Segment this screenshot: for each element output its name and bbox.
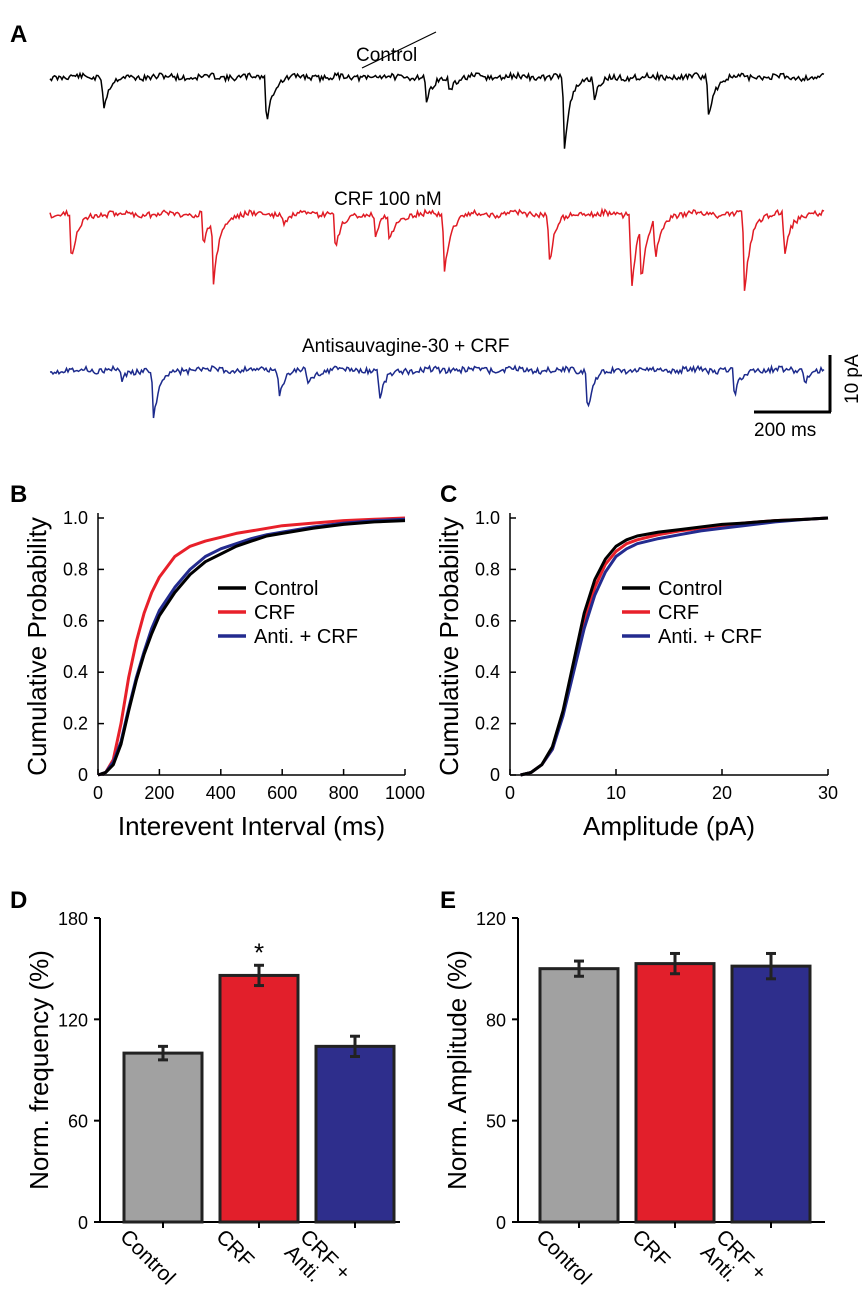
- scale-bar-x-label: 200 ms: [754, 420, 816, 441]
- bar-control: [538, 967, 620, 1224]
- y-tick-label: 0.8: [475, 559, 500, 579]
- series-line-control: [520, 516, 829, 777]
- series-line-anti-crf: [97, 517, 406, 777]
- bar-crf-anti: [730, 964, 812, 1224]
- panel-letter-b: B: [10, 481, 27, 508]
- y-tick-label: 0.4: [475, 662, 500, 682]
- y-tick-label: 0: [496, 1213, 506, 1233]
- x-tick-label: 800: [329, 783, 359, 803]
- y-tick-label: 1.0: [63, 508, 88, 528]
- x-category-label-line: CRF: [627, 1225, 674, 1272]
- y-axis-label: Cumulative Probability: [22, 517, 52, 776]
- y-tick-label: 120: [476, 909, 506, 929]
- legend-label: Anti. + CRF: [658, 626, 762, 648]
- x-axis-label: Amplitude (pA): [583, 811, 755, 841]
- x-axis-label: Interevent Interval (ms): [118, 811, 385, 841]
- trace-crf: [49, 207, 825, 291]
- chart-d-norm-frequency: 0 60 120 180 Norm. frequency (%) Control * CRF C…: [24, 909, 400, 1300]
- x-category-label: CRF +Anti.: [696, 1225, 771, 1300]
- y-axis-label: Norm. frequency (%): [24, 950, 54, 1190]
- y-tick-label: 0.4: [63, 662, 88, 682]
- chart-e-norm-amplitude: 0 50 80 120 Norm. Amplitude (%) Control CRF CRF…: [442, 909, 825, 1300]
- legend-label: Control: [254, 578, 318, 600]
- y-tick-label: 0: [78, 765, 88, 785]
- bar-crf: [634, 962, 716, 1224]
- y-tick-label: 1.0: [475, 508, 500, 528]
- legend-label: Anti. + CRF: [254, 626, 358, 648]
- panel-letter-c: C: [440, 481, 457, 508]
- x-category-label: Control: [115, 1225, 179, 1289]
- y-tick-label: 0: [78, 1213, 88, 1233]
- legend-label: CRF: [658, 602, 699, 624]
- x-category-label-line: Control: [531, 1225, 595, 1289]
- trace-label-crf: CRF 100 nM: [334, 189, 442, 210]
- panel-a: A Control CRF 100 nM Antisauvagine-30 + …: [10, 21, 863, 441]
- y-tick-label: 180: [58, 909, 88, 929]
- y-tick-label: 120: [58, 1010, 88, 1030]
- legend-label: Control: [658, 578, 722, 600]
- x-category-label-line: CRF: [211, 1225, 258, 1272]
- y-tick-label: 0.2: [475, 714, 500, 734]
- trace-label-anti: Antisauvagine-30 + CRF: [302, 336, 510, 357]
- bar-crf-anti: [314, 1044, 396, 1224]
- x-category-label: CRF: [211, 1225, 258, 1272]
- y-axis-label: Norm. Amplitude (%): [442, 950, 472, 1190]
- scale-bar: 10 pA 200 ms: [754, 354, 863, 441]
- series-line-control: [97, 519, 406, 777]
- bar-control: [122, 1051, 204, 1224]
- scale-bar-y-label: 10 pA: [842, 354, 863, 404]
- x-category-label: CRF +Anti.: [280, 1225, 355, 1300]
- x-tick-label: 600: [267, 783, 297, 803]
- y-tick-label: 0.8: [63, 559, 88, 579]
- series-line-crf: [97, 516, 406, 777]
- y-tick-label: 50: [486, 1112, 506, 1132]
- significance-star: *: [254, 937, 264, 967]
- y-tick-label: 60: [68, 1112, 88, 1132]
- chart-b-interevent-cdf: 0 0.2 0.4 0.6 0.8 1.0 0 200 400 600 800 1000Interev…: [22, 508, 425, 841]
- y-tick-label: 0: [490, 765, 500, 785]
- legend-label: CRF: [254, 602, 295, 624]
- trace-anti: [49, 363, 825, 419]
- x-tick-label: 30: [818, 783, 838, 803]
- x-category-label-line: Control: [115, 1225, 179, 1289]
- y-tick-label: 0.6: [63, 611, 88, 631]
- x-tick-label: 20: [712, 783, 732, 803]
- x-category-label: CRF: [627, 1225, 674, 1272]
- y-axis-label: Cumulative Probability: [434, 517, 464, 776]
- bar-crf: [218, 973, 300, 1224]
- y-tick-label: 0.6: [475, 611, 500, 631]
- x-category-label: Control: [531, 1225, 595, 1289]
- x-tick-label: 400: [206, 783, 236, 803]
- panel-letter-a: A: [10, 21, 27, 48]
- x-tick-label: 10: [606, 783, 626, 803]
- chart-c-amplitude-cdf: 0 0.2 0.4 0.6 0.8 1.0 0 10 20 30 Amplitude (pA) Cum…: [434, 508, 838, 841]
- control-label-slash: [361, 31, 437, 69]
- y-tick-label: 0.2: [63, 714, 88, 734]
- panel-letter-e: E: [440, 887, 456, 914]
- x-tick-label: 1000: [385, 783, 425, 803]
- x-tick-label: 0: [505, 783, 515, 803]
- y-tick-label: 80: [486, 1010, 506, 1030]
- x-tick-label: 0: [93, 783, 103, 803]
- trace-control: [49, 70, 825, 149]
- panel-letter-d: D: [10, 887, 27, 914]
- x-tick-label: 200: [144, 783, 174, 803]
